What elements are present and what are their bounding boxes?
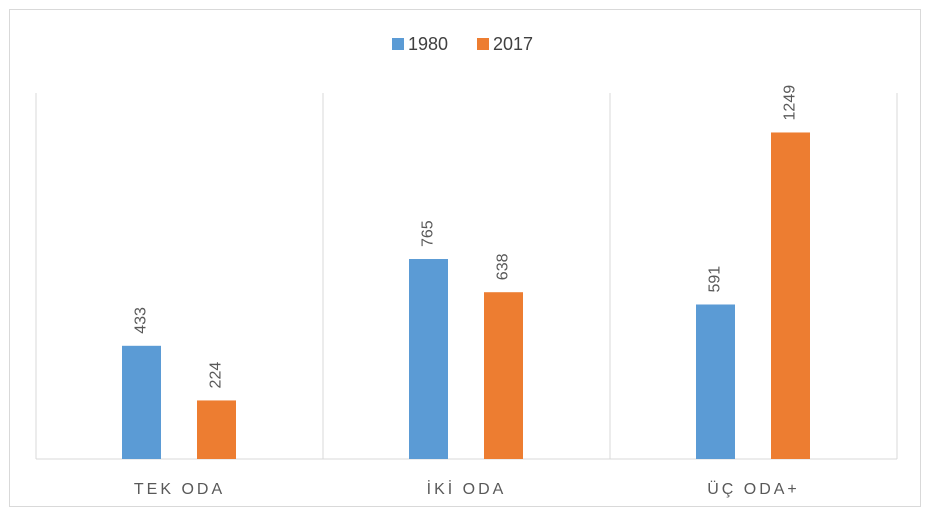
legend-swatch [477,38,489,50]
x-tick-label: İKİ ODA [427,479,507,498]
bar [484,292,523,459]
x-tick-label: ÜÇ ODA+ [707,480,800,498]
data-label: 591 [707,266,724,293]
data-label: 224 [208,362,225,389]
bar [197,400,236,459]
x-tick-label: TEK ODA [134,481,225,498]
bar [409,259,448,459]
bar [771,132,810,459]
data-label: 638 [495,253,512,280]
data-label: 765 [420,220,437,247]
legend-label: 2017 [493,34,533,54]
data-label: 1249 [782,85,799,121]
bar [696,304,735,459]
data-label: 433 [133,307,150,334]
legend-swatch [392,38,404,50]
bar [122,345,161,459]
chart-border [9,9,921,507]
legend-label: 1980 [408,34,448,54]
